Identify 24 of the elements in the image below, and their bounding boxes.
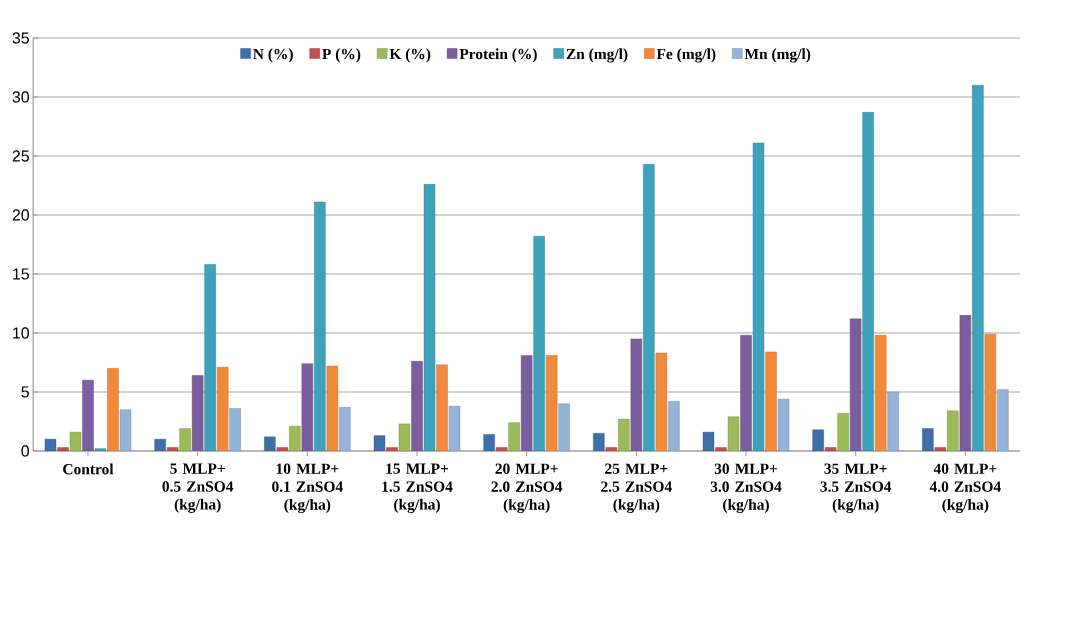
legend-label: N (%) xyxy=(253,48,293,63)
x-tick-label: Control xyxy=(63,463,114,475)
legend-label: P (%) xyxy=(322,48,361,63)
x-tick-label: 35 MLP+ 3.5 ZnSO4 (kg/ha) xyxy=(820,463,892,514)
y-tick-label: 0 xyxy=(21,445,30,457)
y-tick-label: 10 xyxy=(13,327,30,339)
legend-label: Fe (mg/l) xyxy=(656,48,716,63)
x-tick-label: 5 MLP+ 0.5 ZnSO4 (kg/ha) xyxy=(162,463,234,513)
x-tick-label: 30 MLP+ 3.0 ZnSO4 (kg/ha) xyxy=(710,463,782,514)
y-tick-label: 20 xyxy=(12,209,30,221)
x-tick-label: 20 MLP+ 2.0 ZnSO4 (kg/ha) xyxy=(491,463,563,514)
y-tick-label: 35 xyxy=(12,32,29,44)
x-tick-label: 40 MLP+ 4.0 ZnSO4 (kg/ha) xyxy=(929,463,1001,514)
legend-label: K (%) xyxy=(389,48,431,63)
legend-label: Zn (mg/l) xyxy=(566,48,628,63)
y-tick-label: 25 xyxy=(12,150,29,162)
x-tick-label: 25 MLP+ 2.5 ZnSO4 (kg/ha) xyxy=(601,463,672,514)
y-tick-label: 30 xyxy=(12,91,30,103)
legend-label: Mn (mg/l) xyxy=(744,48,811,63)
y-tick-label: 5 xyxy=(21,386,29,398)
x-tick-label: 10 MLP+ 0.1 ZnSO4 (kg/ha) xyxy=(272,463,343,514)
legend-label: Protein (%) xyxy=(459,48,537,63)
x-tick-label: 15 MLP+ 1.5 ZnSO4 (kg/ha) xyxy=(382,463,453,513)
y-tick-label: 15 xyxy=(13,268,29,280)
